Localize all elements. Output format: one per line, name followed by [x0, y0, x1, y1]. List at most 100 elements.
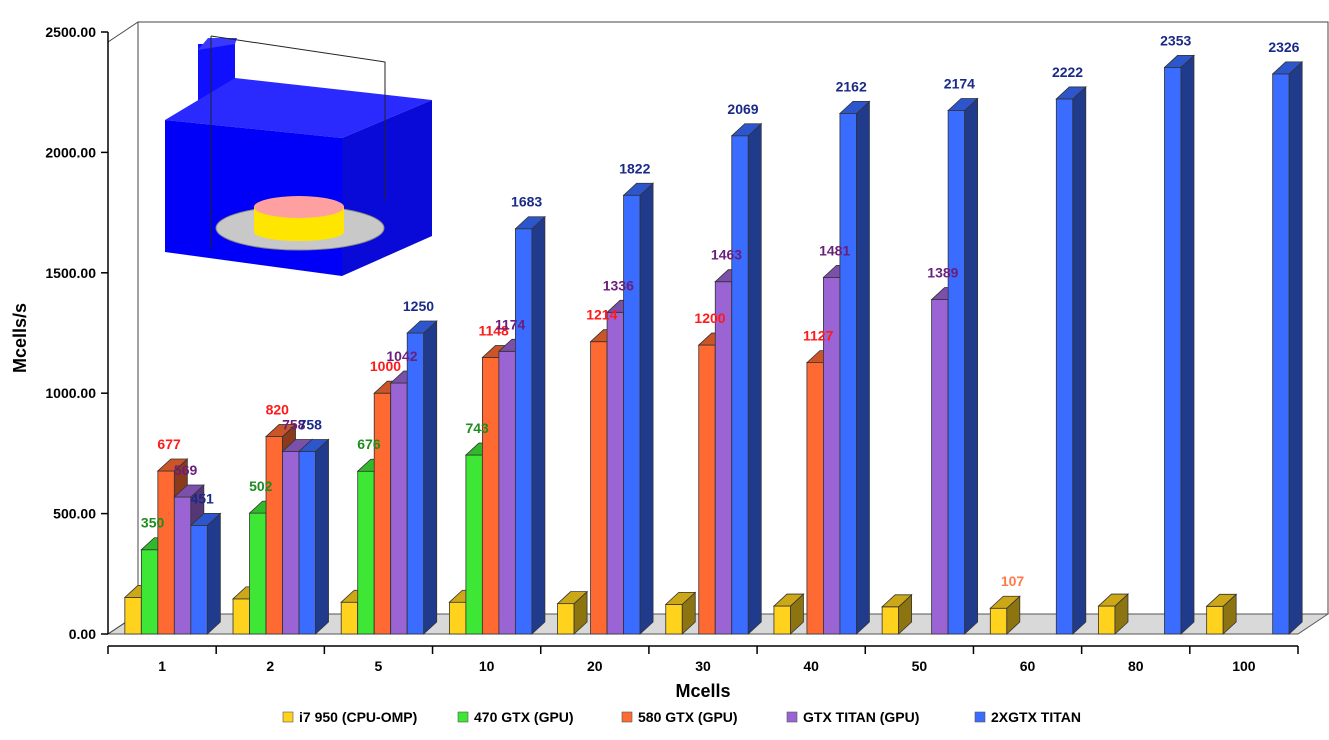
data-label: 569	[174, 462, 198, 478]
bar-front	[1055, 98, 1074, 635]
data-label: 1042	[386, 348, 417, 364]
bar-top	[297, 439, 330, 452]
bar-top	[730, 123, 763, 137]
bar-top	[881, 594, 913, 608]
bar	[406, 320, 438, 635]
bar	[1055, 86, 1087, 635]
bar-top	[1205, 593, 1238, 607]
data-label: 2162	[836, 78, 867, 94]
y-axis-title: Mcells/s	[10, 303, 30, 373]
bar-side	[206, 512, 221, 635]
side-wall-edge	[107, 21, 139, 43]
bar-side	[964, 97, 979, 635]
bar-side	[1072, 86, 1087, 635]
bars	[123, 54, 1304, 635]
legend-swatch	[786, 711, 798, 723]
bar-side	[315, 438, 329, 635]
data-label: 1822	[619, 160, 650, 176]
bar-front	[773, 605, 791, 635]
data-label: 1250	[403, 298, 434, 314]
x-tick-label: 100	[1232, 658, 1256, 674]
bar-top	[1163, 54, 1196, 68]
x-tick-label: 30	[695, 658, 711, 674]
legend-swatch	[457, 711, 469, 723]
x-tick-label: 60	[1020, 658, 1036, 674]
data-label: 1127	[803, 328, 834, 344]
bar-front	[839, 112, 857, 635]
x-tick-label: 40	[803, 658, 819, 674]
bar-top	[772, 593, 805, 607]
bar-side	[856, 100, 870, 635]
bar-front	[590, 341, 608, 635]
legend-item: GTX TITAN (GPU)	[786, 709, 919, 725]
bar-front	[1206, 605, 1224, 635]
bar-top	[189, 512, 222, 526]
bar-side	[1288, 60, 1303, 635]
data-label: 2326	[1268, 39, 1299, 55]
bar-front	[714, 281, 733, 635]
bar	[622, 182, 655, 635]
bar	[947, 97, 979, 635]
data-label: 451	[190, 490, 214, 506]
bar-front	[157, 470, 175, 635]
bar-side	[1180, 54, 1195, 635]
data-label: 1683	[511, 194, 542, 210]
bar	[189, 512, 222, 635]
legend-item: 580 GTX (GPU)	[621, 709, 738, 725]
data-label: 350	[141, 515, 165, 531]
data-label: 1463	[711, 247, 742, 263]
bar-front	[340, 601, 359, 635]
x-tick-label: 20	[587, 658, 603, 674]
x-tick-label: 5	[375, 658, 383, 674]
inset-box-top	[165, 78, 432, 138]
bar-front	[557, 603, 575, 635]
bar-side	[639, 182, 654, 635]
bar-top	[989, 595, 1021, 609]
x-axis-title: Mcells	[675, 681, 730, 701]
bar	[514, 215, 546, 635]
x-tick-label: 1	[158, 658, 166, 674]
x-tick-label: 10	[479, 658, 495, 674]
legend: i7 950 (CPU-OMP) 470 GTX (GPU) 580 GTX (GP…	[282, 709, 1081, 725]
bar-front	[140, 549, 159, 635]
bar-top	[1271, 61, 1304, 75]
data-label: 1389	[927, 265, 958, 281]
bar	[1205, 593, 1238, 635]
data-label: 677	[157, 436, 181, 452]
legend-swatch	[621, 711, 633, 723]
bar	[989, 595, 1021, 635]
inset-cylinder-top	[254, 196, 344, 218]
legend-label: 2XGTX TITAN	[991, 709, 1081, 725]
bar	[297, 438, 330, 635]
bar-top	[947, 98, 979, 111]
bar-front	[806, 362, 824, 635]
bar-side	[531, 215, 546, 635]
bar-front	[406, 332, 425, 635]
data-label: 676	[357, 436, 381, 452]
data-label: 1481	[819, 242, 850, 258]
y-tick-label: 0.00	[69, 626, 96, 642]
bar	[730, 122, 763, 635]
bar-front	[1098, 605, 1116, 635]
bar-front	[731, 135, 749, 635]
bar-front	[390, 382, 408, 635]
legend-label: i7 950 (CPU-OMP)	[299, 709, 417, 725]
bar	[664, 591, 697, 635]
bar	[881, 593, 913, 635]
data-label: 2353	[1160, 32, 1191, 48]
legend-label: 470 GTX (GPU)	[474, 709, 574, 725]
y-tick-label: 2500.00	[45, 24, 96, 40]
bar-top	[664, 591, 697, 605]
y-tick-label: 500.00	[53, 506, 96, 522]
bar-front	[448, 601, 467, 635]
x-tick-label: 80	[1128, 658, 1144, 674]
bar-front	[606, 311, 624, 635]
data-label: 1200	[694, 310, 725, 326]
legend-swatch	[974, 711, 986, 723]
bar-front	[498, 350, 516, 635]
bar-front	[514, 228, 533, 635]
legend-label: GTX TITAN (GPU)	[803, 709, 919, 725]
bar-front	[881, 606, 900, 635]
